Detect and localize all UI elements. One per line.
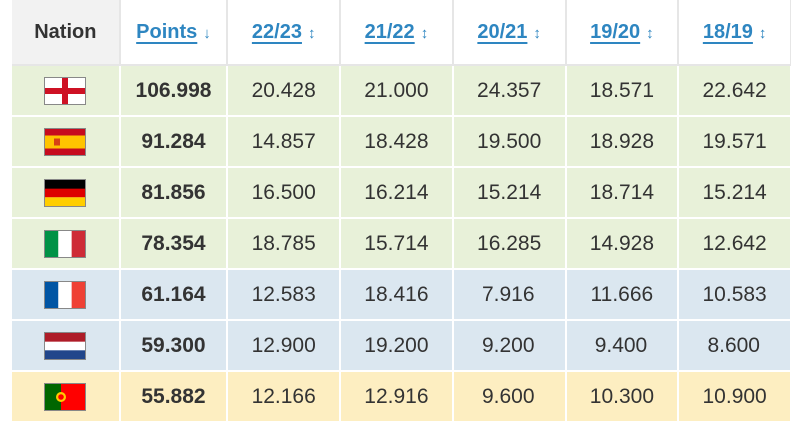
nation-cell[interactable] xyxy=(12,65,121,117)
season-cell: 18.928 xyxy=(565,116,680,168)
england-flag-icon[interactable] xyxy=(44,76,87,105)
france-flag-icon[interactable] xyxy=(44,280,87,309)
season-cell: 24.357 xyxy=(452,65,567,117)
table-row: 106.998 20.428 21.000 24.357 18.571 22.6… xyxy=(12,65,791,117)
season-cell: 15.214 xyxy=(678,167,791,219)
spain-flag-icon[interactable] xyxy=(44,127,87,156)
season-cell: 10.583 xyxy=(678,269,791,321)
season-cell: 15.714 xyxy=(340,218,454,270)
season-sort-link[interactable]: 22/23 xyxy=(251,20,302,43)
nation-cell[interactable] xyxy=(12,269,121,321)
season-column-header[interactable]: 19/20 ↕ xyxy=(565,0,680,66)
sort-toggle-icon[interactable]: ↕ xyxy=(533,24,541,42)
season-cell: 14.928 xyxy=(565,218,680,270)
points-sort-link[interactable]: Points xyxy=(136,20,198,43)
sort-descending-icon[interactable]: ↓ xyxy=(203,24,211,42)
season-cell: 22.642 xyxy=(678,65,791,117)
season-cell: 8.600 xyxy=(678,320,791,372)
season-column-header[interactable]: 22/23 ↕ xyxy=(227,0,342,66)
season-cell: 10.900 xyxy=(678,371,791,423)
season-column-header[interactable]: 18/19 ↕ xyxy=(678,0,791,66)
points-cell: 59.300 xyxy=(119,320,229,372)
sort-toggle-icon[interactable]: ↕ xyxy=(758,24,767,42)
nation-header-label: Nation xyxy=(34,20,97,43)
netherlands-flag-icon[interactable] xyxy=(44,331,87,360)
sort-toggle-icon[interactable]: ↕ xyxy=(307,24,316,42)
points-cell: 81.856 xyxy=(119,167,229,219)
nation-cell[interactable] xyxy=(12,167,121,219)
season-cell: 19.500 xyxy=(452,116,567,168)
sort-toggle-icon[interactable]: ↕ xyxy=(420,24,429,42)
table-row: 55.882 12.166 12.916 9.600 10.300 10.900 xyxy=(12,371,791,423)
points-cell: 91.284 xyxy=(119,116,229,168)
season-cell: 18.571 xyxy=(565,65,680,117)
country-coefficient-table: Nation Points ↓ 22/23 ↕ 21/22 ↕ 20/21 ↕ 19/2… xyxy=(12,0,791,423)
season-cell: 12.642 xyxy=(678,218,791,270)
season-cell: 9.200 xyxy=(452,320,567,372)
table-row: 78.354 18.785 15.714 16.285 14.928 12.64… xyxy=(12,218,791,270)
season-sort-link[interactable]: 20/21 xyxy=(477,20,528,43)
season-sort-link[interactable]: 19/20 xyxy=(590,20,641,43)
nation-column-header: Nation xyxy=(12,0,121,66)
season-cell: 9.600 xyxy=(452,371,567,423)
season-cell: 20.428 xyxy=(227,65,342,117)
season-cell: 15.214 xyxy=(452,167,567,219)
season-cell: 16.285 xyxy=(452,218,567,270)
season-cell: 18.416 xyxy=(340,269,454,321)
points-column-header[interactable]: Points ↓ xyxy=(119,0,229,66)
table-row: 91.284 14.857 18.428 19.500 18.928 19.57… xyxy=(12,116,791,168)
season-cell: 16.500 xyxy=(227,167,342,219)
season-column-header[interactable]: 21/22 ↕ xyxy=(340,0,454,66)
table-row: 81.856 16.500 16.214 15.214 18.714 15.21… xyxy=(12,167,791,219)
season-column-header[interactable]: 20/21 ↕ xyxy=(452,0,567,66)
season-cell: 11.666 xyxy=(565,269,680,321)
points-cell: 55.882 xyxy=(119,371,229,423)
season-cell: 12.166 xyxy=(227,371,342,423)
portugal-flag-icon[interactable] xyxy=(44,382,87,411)
nation-cell[interactable] xyxy=(12,218,121,270)
season-cell: 18.714 xyxy=(565,167,680,219)
points-cell: 78.354 xyxy=(119,218,229,270)
season-sort-link[interactable]: 21/22 xyxy=(364,20,415,43)
points-cell: 106.998 xyxy=(119,65,229,117)
table-row: 61.164 12.583 18.416 7.916 11.666 10.583 xyxy=(12,269,791,321)
table-row: 59.300 12.900 19.200 9.200 9.400 8.600 xyxy=(12,320,791,372)
season-cell: 19.571 xyxy=(678,116,791,168)
season-cell: 21.000 xyxy=(340,65,454,117)
season-cell: 19.200 xyxy=(340,320,454,372)
nation-cell[interactable] xyxy=(12,116,121,168)
season-cell: 12.583 xyxy=(227,269,342,321)
season-cell: 10.300 xyxy=(565,371,680,423)
season-cell: 9.400 xyxy=(565,320,680,372)
season-cell: 16.214 xyxy=(340,167,454,219)
season-cell: 18.428 xyxy=(340,116,454,168)
season-cell: 14.857 xyxy=(227,116,342,168)
table-header-row: Nation Points ↓ 22/23 ↕ 21/22 ↕ 20/21 ↕ 19/2… xyxy=(12,0,791,66)
italy-flag-icon[interactable] xyxy=(44,229,87,258)
season-cell: 12.900 xyxy=(227,320,342,372)
points-cell: 61.164 xyxy=(119,269,229,321)
nation-cell[interactable] xyxy=(12,371,121,423)
sort-toggle-icon[interactable]: ↕ xyxy=(646,24,654,42)
season-cell: 18.785 xyxy=(227,218,342,270)
season-cell: 12.916 xyxy=(340,371,454,423)
season-cell: 7.916 xyxy=(452,269,567,321)
nation-cell[interactable] xyxy=(12,320,121,372)
germany-flag-icon[interactable] xyxy=(44,178,87,207)
season-sort-link[interactable]: 18/19 xyxy=(702,20,753,43)
